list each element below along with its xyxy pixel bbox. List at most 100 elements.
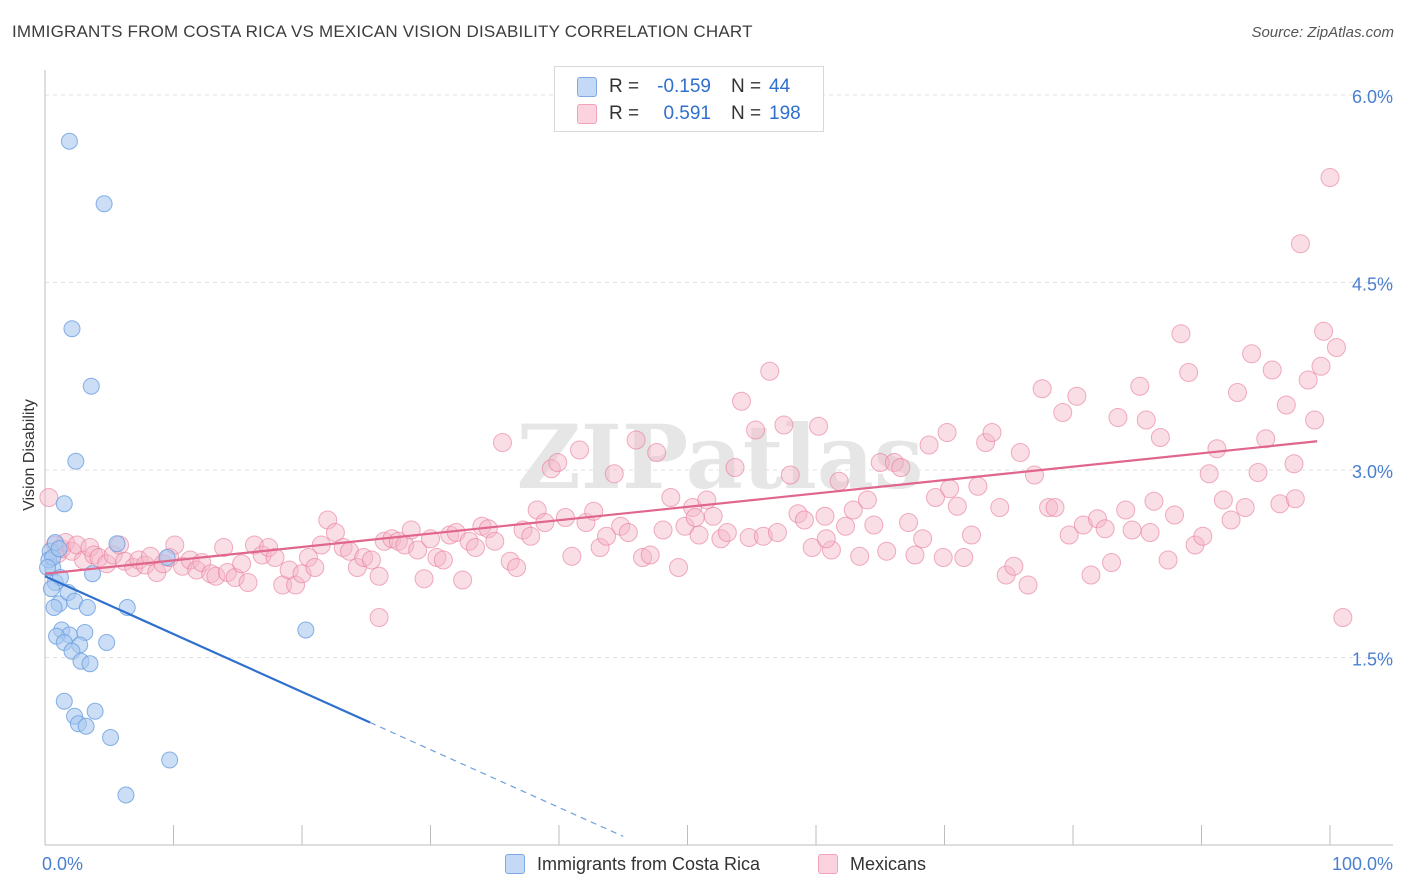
- bottom-legend-label: Immigrants from Costa Rica: [537, 853, 761, 874]
- data-point-mexicans: [298, 548, 318, 567]
- data-point-mexicans: [1039, 498, 1059, 517]
- data-point-mexicans: [821, 540, 841, 560]
- data-point-costa-rica: [108, 535, 126, 553]
- data-point-mexicans: [244, 535, 264, 555]
- data-point-mexicans: [1158, 550, 1178, 570]
- data-point-mexicans: [325, 523, 345, 542]
- legend-n-label: N =: [731, 76, 762, 97]
- data-point-mexicans: [414, 569, 434, 589]
- data-point-mexicans: [1227, 383, 1247, 402]
- data-point-mexicans: [1221, 510, 1241, 530]
- data-point-costa-rica: [98, 634, 116, 651]
- data-point-costa-rica: [95, 195, 113, 213]
- bottom-legend-costa-rica: Immigrants from Costa Rica: [505, 852, 760, 876]
- data-point-mexicans: [647, 443, 667, 462]
- data-point-mexicans: [891, 458, 911, 477]
- data-point-mexicans: [590, 538, 610, 557]
- data-point-mexicans: [1199, 464, 1219, 484]
- data-point-mexicans: [521, 526, 541, 546]
- gridlines: [45, 94, 1393, 658]
- data-point-mexicans: [1102, 553, 1122, 572]
- data-point-mexicans: [1140, 523, 1160, 542]
- data-point-mexicans: [232, 554, 252, 574]
- data-point-costa-rica: [102, 729, 120, 746]
- data-point-mexicans: [562, 546, 582, 566]
- data-point-costa-rica: [39, 559, 57, 576]
- data-point-costa-rica: [81, 655, 99, 673]
- bottom-legend-mexicans: Mexicans: [818, 852, 926, 876]
- data-point-mexicans: [1130, 376, 1150, 396]
- data-point-mexicans: [731, 391, 751, 411]
- data-point-mexicans: [1314, 321, 1334, 341]
- data-point-mexicans: [361, 550, 381, 570]
- data-point-mexicans: [485, 531, 505, 551]
- y-tick-label: 3.0%: [1352, 462, 1393, 482]
- data-point-mexicans: [1305, 410, 1325, 430]
- legend-swatch-blue: [577, 77, 597, 97]
- data-point-mexicans: [815, 506, 835, 526]
- data-point-mexicans: [618, 523, 638, 542]
- data-point-mexicans: [1333, 608, 1353, 627]
- data-point-mexicans: [465, 538, 485, 557]
- data-point-mexicans: [1067, 386, 1087, 406]
- data-point-mexicans: [829, 471, 849, 491]
- data-point-mexicans: [937, 423, 957, 442]
- data-point-mexicans: [626, 430, 646, 450]
- mexicans-points: [39, 168, 1353, 627]
- data-point-mexicans: [354, 548, 374, 567]
- data-point-mexicans: [214, 538, 234, 557]
- source-label: Source: ZipAtlas.com: [1251, 24, 1394, 41]
- legend-n-label: N =: [731, 103, 762, 124]
- data-point-mexicans: [1032, 379, 1052, 399]
- stats-legend: R = -0.159 N = 44 R = 0.591 N = 198: [554, 66, 824, 132]
- data-point-mexicans: [633, 548, 653, 567]
- data-point-mexicans: [954, 548, 974, 567]
- data-point-mexicans: [1262, 360, 1282, 380]
- data-point-mexicans: [753, 526, 773, 546]
- x-tick-label-max: 100.0%: [1332, 854, 1393, 874]
- trend-line-mexicans: [44, 440, 1318, 575]
- x-tick-label-min: 0.0%: [42, 854, 83, 874]
- data-point-mexicans: [39, 488, 59, 507]
- data-point-mexicans: [905, 545, 925, 565]
- data-point-mexicans: [836, 516, 856, 536]
- data-point-mexicans: [913, 529, 933, 549]
- y-tick-label: 1.5%: [1352, 650, 1393, 670]
- trend-line-costa-rica-extension: [369, 721, 624, 837]
- y-tick-labels: 1.5% 3.0% 4.5% 6.0%: [1352, 87, 1393, 670]
- data-point-mexicans: [369, 608, 389, 627]
- data-point-mexicans: [717, 523, 737, 542]
- data-point-mexicans: [286, 575, 306, 595]
- data-point-mexicans: [408, 540, 428, 560]
- data-point-mexicans: [548, 453, 568, 472]
- legend-r-value: -0.159: [657, 76, 711, 97]
- y-tick-label: 6.0%: [1352, 87, 1393, 107]
- data-point-mexicans: [1248, 463, 1268, 482]
- data-point-mexicans: [774, 415, 794, 435]
- data-point-mexicans: [265, 548, 285, 567]
- data-point-mexicans: [1171, 324, 1191, 344]
- data-point-mexicans: [1018, 575, 1038, 595]
- data-point-mexicans: [1045, 498, 1065, 517]
- data-point-mexicans: [968, 476, 988, 496]
- data-point-mexicans: [990, 498, 1010, 517]
- data-point-mexicans: [926, 488, 946, 507]
- data-point-mexicans: [1150, 428, 1170, 447]
- data-point-mexicans: [604, 464, 624, 484]
- chart-title: IMMIGRANTS FROM COSTA RICA VS MEXICAN VI…: [12, 22, 753, 41]
- data-point-mexicans: [374, 531, 394, 551]
- data-point-mexicans: [689, 525, 709, 545]
- data-point-costa-rica: [55, 495, 73, 513]
- data-point-mexicans: [1326, 338, 1346, 357]
- data-point-mexicans: [653, 520, 673, 540]
- data-point-mexicans: [961, 525, 981, 545]
- data-point-mexicans: [857, 490, 877, 510]
- data-point-mexicans: [1256, 429, 1276, 449]
- trend-lines: [44, 440, 1318, 837]
- data-point-costa-rica: [45, 599, 63, 616]
- data-point-mexicans: [1270, 494, 1290, 514]
- bottom-legend-label: Mexicans: [850, 853, 927, 874]
- bottom-legend-swatch-blue: [505, 854, 525, 874]
- data-point-mexicans: [433, 550, 453, 570]
- data-point-costa-rica: [297, 621, 315, 639]
